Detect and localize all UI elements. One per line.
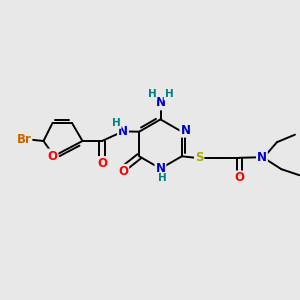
Text: O: O bbox=[118, 165, 128, 178]
Text: H: H bbox=[148, 89, 157, 100]
Text: N: N bbox=[155, 96, 166, 110]
Text: O: O bbox=[97, 157, 107, 170]
Text: H: H bbox=[164, 89, 173, 100]
Text: O: O bbox=[234, 171, 244, 184]
Text: H: H bbox=[158, 173, 166, 183]
Text: N: N bbox=[257, 151, 267, 164]
Text: H: H bbox=[112, 118, 121, 128]
Text: Br: Br bbox=[16, 133, 32, 146]
Text: N: N bbox=[118, 125, 128, 138]
Text: N: N bbox=[155, 161, 166, 175]
Text: S: S bbox=[195, 151, 203, 164]
Text: O: O bbox=[47, 149, 58, 163]
Text: N: N bbox=[180, 124, 190, 137]
